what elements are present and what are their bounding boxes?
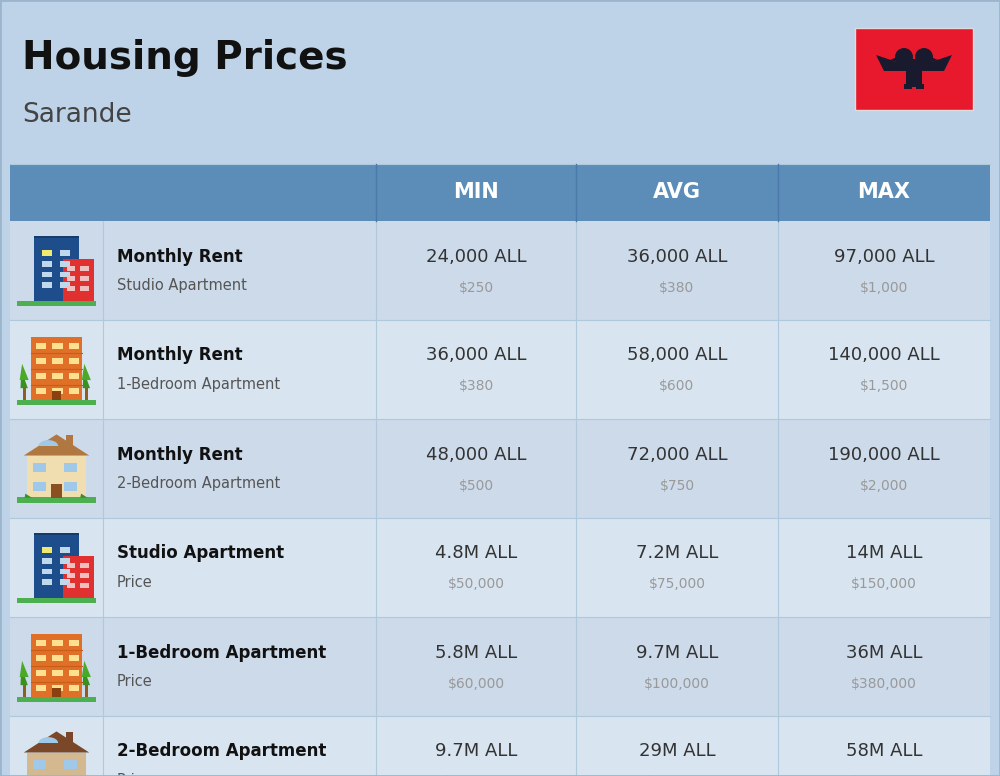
Text: Studio Apartment: Studio Apartment (117, 545, 284, 563)
Polygon shape (82, 661, 91, 677)
FancyBboxPatch shape (69, 343, 79, 349)
Text: 36,000 ALL: 36,000 ALL (627, 248, 727, 265)
FancyBboxPatch shape (36, 388, 46, 394)
FancyBboxPatch shape (42, 261, 52, 266)
Text: MAX: MAX (858, 182, 910, 203)
Text: 9.7M ALL: 9.7M ALL (636, 643, 718, 661)
Text: 2-Bedroom Apartment: 2-Bedroom Apartment (117, 743, 326, 760)
FancyBboxPatch shape (36, 670, 46, 676)
Text: $150,000: $150,000 (851, 577, 917, 591)
FancyBboxPatch shape (42, 569, 52, 574)
FancyBboxPatch shape (60, 547, 70, 553)
FancyBboxPatch shape (80, 583, 89, 588)
Text: 1-Bedroom Apartment: 1-Bedroom Apartment (117, 643, 326, 661)
FancyBboxPatch shape (916, 84, 924, 89)
FancyBboxPatch shape (27, 456, 86, 497)
Text: 97,000 ALL: 97,000 ALL (834, 248, 934, 265)
FancyBboxPatch shape (60, 261, 70, 266)
Polygon shape (922, 55, 952, 71)
Text: Price: Price (117, 773, 153, 776)
Text: Housing Prices: Housing Prices (22, 39, 348, 77)
Text: $380,000: $380,000 (851, 677, 917, 691)
Polygon shape (20, 364, 29, 380)
Text: $380: $380 (659, 280, 695, 295)
FancyBboxPatch shape (67, 573, 75, 578)
FancyBboxPatch shape (52, 688, 61, 698)
Text: 4.8M ALL: 4.8M ALL (435, 545, 517, 563)
FancyBboxPatch shape (52, 358, 63, 364)
Polygon shape (38, 440, 58, 446)
Polygon shape (83, 667, 90, 685)
FancyBboxPatch shape (80, 563, 89, 568)
FancyBboxPatch shape (10, 518, 990, 617)
Polygon shape (876, 55, 906, 71)
FancyBboxPatch shape (36, 372, 46, 379)
Text: Monthly Rent: Monthly Rent (117, 347, 243, 365)
Text: ⬛: ⬛ (911, 64, 917, 74)
Text: $1,000: $1,000 (860, 280, 908, 295)
FancyBboxPatch shape (63, 556, 94, 598)
FancyBboxPatch shape (64, 463, 77, 473)
FancyBboxPatch shape (60, 569, 70, 574)
FancyBboxPatch shape (34, 236, 79, 238)
Text: MIN: MIN (453, 182, 499, 203)
FancyBboxPatch shape (67, 563, 75, 568)
Polygon shape (890, 57, 897, 62)
FancyBboxPatch shape (23, 685, 26, 698)
Text: 14M ALL: 14M ALL (846, 545, 922, 563)
FancyBboxPatch shape (64, 760, 77, 769)
FancyBboxPatch shape (36, 684, 46, 691)
Polygon shape (80, 494, 88, 497)
FancyBboxPatch shape (80, 266, 89, 271)
FancyBboxPatch shape (855, 28, 973, 110)
Polygon shape (20, 667, 28, 685)
FancyBboxPatch shape (69, 388, 79, 394)
FancyBboxPatch shape (17, 598, 96, 603)
FancyBboxPatch shape (42, 558, 52, 563)
FancyBboxPatch shape (60, 282, 70, 288)
FancyBboxPatch shape (31, 634, 82, 698)
FancyBboxPatch shape (69, 655, 79, 661)
Text: 5.8M ALL: 5.8M ALL (435, 643, 517, 661)
FancyBboxPatch shape (27, 753, 86, 776)
FancyBboxPatch shape (904, 84, 912, 89)
Text: 58,000 ALL: 58,000 ALL (627, 347, 727, 365)
Text: Monthly Rent: Monthly Rent (117, 248, 243, 265)
FancyBboxPatch shape (31, 337, 82, 400)
FancyBboxPatch shape (52, 372, 63, 379)
FancyBboxPatch shape (69, 684, 79, 691)
FancyBboxPatch shape (17, 400, 96, 405)
Circle shape (895, 48, 913, 66)
Text: $380: $380 (458, 379, 494, 393)
FancyBboxPatch shape (42, 272, 52, 277)
FancyBboxPatch shape (17, 300, 96, 307)
FancyBboxPatch shape (80, 286, 89, 291)
FancyBboxPatch shape (85, 685, 88, 698)
Polygon shape (83, 370, 90, 388)
Text: 48,000 ALL: 48,000 ALL (426, 445, 526, 463)
FancyBboxPatch shape (42, 282, 52, 288)
FancyBboxPatch shape (60, 250, 70, 256)
Text: Price: Price (117, 575, 153, 590)
FancyBboxPatch shape (67, 276, 75, 281)
FancyBboxPatch shape (17, 697, 96, 702)
FancyBboxPatch shape (42, 580, 52, 585)
FancyBboxPatch shape (10, 221, 990, 320)
Text: $100,000: $100,000 (644, 677, 710, 691)
Text: 29M ALL: 29M ALL (639, 743, 715, 760)
FancyBboxPatch shape (42, 250, 52, 256)
Polygon shape (24, 732, 89, 753)
FancyBboxPatch shape (60, 558, 70, 563)
FancyBboxPatch shape (60, 580, 70, 585)
FancyBboxPatch shape (80, 573, 89, 578)
Circle shape (915, 48, 933, 66)
FancyBboxPatch shape (10, 617, 990, 716)
Text: 24,000 ALL: 24,000 ALL (426, 248, 526, 265)
Text: $50,000: $50,000 (448, 577, 505, 591)
FancyBboxPatch shape (67, 583, 75, 588)
Text: $1,500: $1,500 (860, 379, 908, 393)
FancyBboxPatch shape (10, 320, 990, 419)
Text: Monthly Rent: Monthly Rent (117, 445, 243, 463)
FancyBboxPatch shape (10, 164, 990, 221)
